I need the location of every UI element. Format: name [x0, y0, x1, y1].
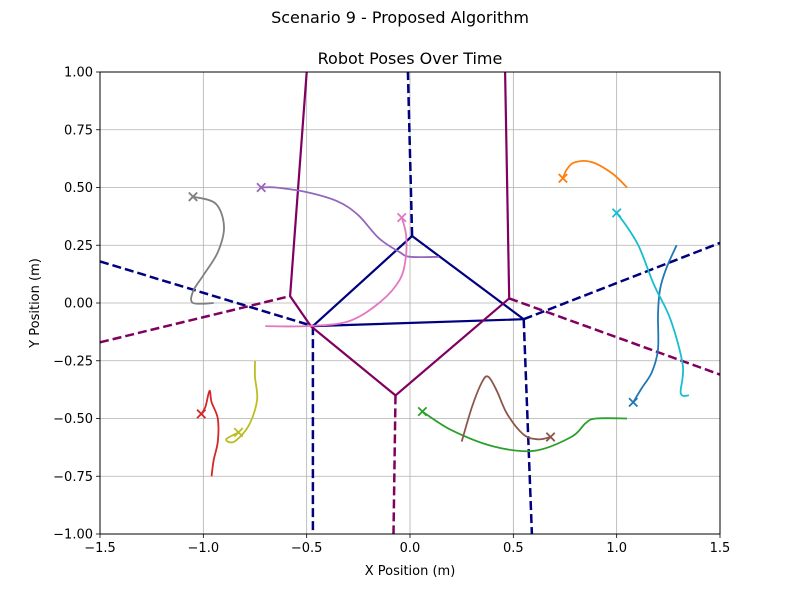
- y-tick-label: 0.75: [64, 123, 93, 138]
- robot-pose-marker: [417, 406, 428, 417]
- robot-trajectory-line: [562, 160, 628, 189]
- robot-pose-marker: [256, 182, 267, 193]
- x-tick-label: 0.0: [400, 541, 421, 556]
- x-tick-label: 1.5: [710, 541, 731, 556]
- x-tick-label: 1.0: [606, 541, 627, 556]
- partition-dashed-line: [523, 241, 721, 321]
- x-axis-label: X Position (m): [365, 564, 456, 579]
- y-tick-label: 0.25: [64, 239, 93, 254]
- y-axis-label: Y Position (m): [28, 258, 43, 349]
- partition-solid-line: [289, 71, 511, 397]
- y-tick-label: −0.50: [53, 412, 93, 427]
- partition-dashed-line: [392, 395, 397, 535]
- x-tick-label: −1.5: [84, 541, 116, 556]
- robot-pose-marker: [558, 173, 568, 184]
- x-tick-label: −1.0: [188, 541, 220, 556]
- robot-trajectory-line: [200, 389, 220, 477]
- robot-trajectory-line: [190, 195, 225, 305]
- robot-trajectory-line: [632, 244, 678, 403]
- robot-pose-marker: [188, 191, 198, 202]
- y-tick-label: 0.50: [64, 181, 93, 196]
- y-tick-label: −0.25: [53, 354, 93, 369]
- partition-dashed-line: [406, 71, 414, 237]
- y-tick-label: 0.00: [64, 297, 93, 312]
- robot-trajectory-line: [225, 360, 259, 444]
- y-tick-label: −1.00: [53, 528, 93, 543]
- robot-trajectory-line: [460, 375, 551, 442]
- robot-pose-marker: [233, 427, 244, 438]
- robot-trajectory-line: [615, 212, 690, 397]
- tick-layer: −1.5 −1.0 −0.5 0.0 0.5 1.0 1.5 −1.00 −0.75 −0.50 −…: [53, 66, 730, 557]
- robot-trajectory-line: [265, 217, 408, 328]
- x-tick-label: −0.5: [291, 541, 323, 556]
- trajectory-layer: [188, 160, 690, 477]
- plot-title: Robot Poses Over Time: [318, 49, 503, 68]
- partition-solid-line: [312, 234, 525, 328]
- x-tick-label: 0.5: [503, 541, 524, 556]
- partition-dashed-line: [522, 319, 534, 535]
- robot-pose-marker: [396, 212, 407, 223]
- robot-pose-marker: [611, 208, 622, 218]
- y-tick-label: 1.00: [64, 66, 93, 81]
- robot-pose-marker: [628, 397, 639, 408]
- y-tick-label: −0.75: [53, 470, 93, 485]
- robot-trajectory-line: [421, 410, 628, 453]
- robot-pose-marker: [196, 409, 207, 419]
- partition-dashed-line: [508, 297, 721, 376]
- figure-suptitle: Scenario 9 - Proposed Algorithm: [271, 8, 529, 27]
- partition-dashed-line: [99, 260, 314, 328]
- robot-pose-marker: [545, 432, 556, 442]
- partition-dashed-line: [99, 294, 291, 344]
- partition-layer: [99, 71, 721, 535]
